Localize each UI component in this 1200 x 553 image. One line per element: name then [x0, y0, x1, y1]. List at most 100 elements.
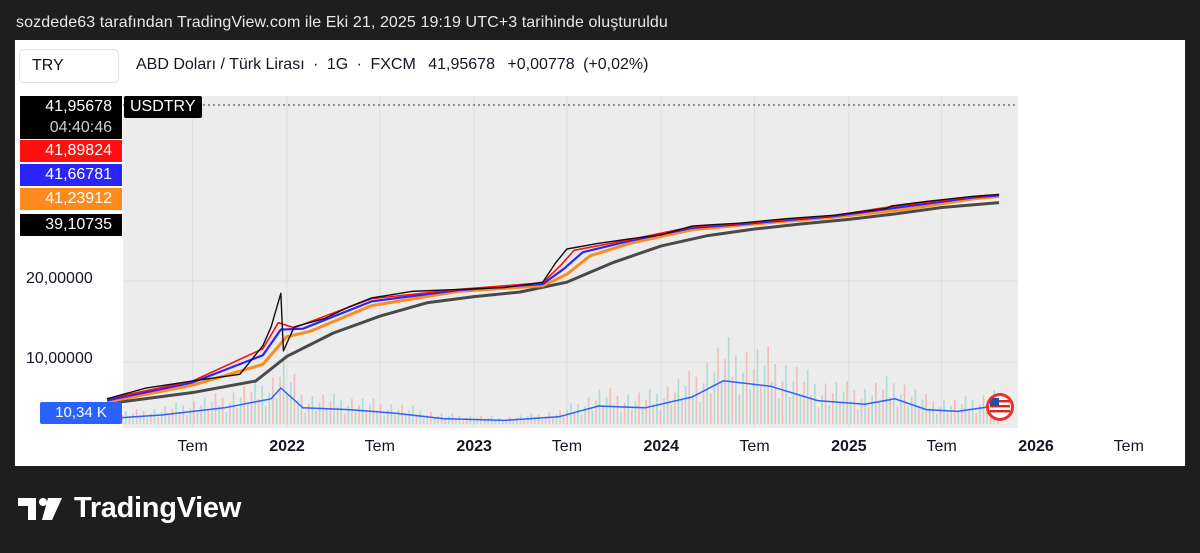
legend-change-pct: (+0,02%) — [583, 56, 649, 73]
volume-bar — [763, 365, 766, 424]
volume-bar — [458, 415, 461, 424]
volume-bar — [286, 393, 289, 424]
time-tick-label: Tem — [1113, 438, 1144, 455]
volume-bar — [404, 414, 407, 424]
tradingview-logo[interactable]: TradingView — [18, 492, 241, 525]
volume-bar — [975, 413, 978, 424]
volume-bar — [681, 399, 683, 424]
volume-bar — [882, 389, 884, 424]
volume-bar — [785, 365, 787, 424]
volume-bar — [247, 403, 249, 424]
volume-bar — [516, 417, 518, 424]
volume-bar — [666, 386, 669, 424]
time-axis[interactable] — [123, 428, 1185, 466]
volume-bar — [526, 416, 529, 424]
symbol-tag: USDTRY — [124, 96, 202, 118]
volume-bar — [473, 420, 475, 424]
volume-bar — [300, 394, 303, 424]
volume-bar — [211, 401, 213, 424]
volume-bar — [455, 418, 457, 424]
volume-bar — [641, 407, 644, 424]
volume-bar — [444, 418, 446, 424]
volume-bar — [354, 412, 357, 424]
volume-bar — [792, 381, 795, 424]
volume-bar — [767, 346, 769, 424]
ma-blue-label: 41,66781 — [20, 164, 122, 186]
volume-bar — [422, 418, 425, 424]
symbol-search-input[interactable]: TRY — [20, 50, 118, 82]
volume-line-series — [107, 380, 1000, 422]
last-price-label: 41,95678 — [20, 96, 122, 118]
volume-bar — [968, 408, 970, 424]
volume-line — [107, 380, 1000, 422]
volume-bar — [961, 404, 963, 424]
header-caption: sozdede63 tarafından TradingView.com ile… — [16, 14, 668, 31]
volume-bar — [171, 408, 174, 424]
volume-bar — [142, 411, 145, 424]
time-tick-label: Tem — [364, 438, 395, 455]
volume-bar — [814, 383, 816, 424]
volume-bar — [907, 406, 909, 424]
legend-change: +0,00778 — [507, 56, 575, 73]
volume-bar — [842, 391, 845, 424]
legend-separator: · — [313, 56, 319, 73]
volume-bar — [487, 417, 490, 424]
volume-bar — [207, 409, 210, 424]
ma-red-label: 41,89824 — [20, 140, 122, 162]
volume-bar — [290, 382, 292, 424]
volume-bar — [605, 397, 608, 424]
us-flag-icon[interactable] — [986, 393, 1014, 421]
volume-bar — [394, 414, 396, 424]
volume-bar — [831, 393, 834, 424]
volume-bar — [311, 395, 314, 424]
volume-bar — [602, 406, 604, 424]
time-tick-label: 2025 — [831, 438, 867, 455]
volume-bar — [634, 401, 637, 424]
volume-bar — [749, 389, 752, 424]
volume-bar — [369, 404, 371, 424]
series-line-1 — [106, 193, 1000, 400]
volume-bar — [329, 401, 332, 424]
brand-name: TradingView — [74, 492, 241, 524]
volume-bar — [250, 391, 253, 424]
tradingview-logo-icon — [18, 497, 62, 520]
volume-bar — [778, 398, 780, 424]
legend-interval[interactable]: 1G — [326, 56, 349, 73]
volume-bar — [476, 417, 479, 424]
volume-bar — [437, 415, 439, 424]
volume-bar — [878, 402, 881, 424]
volume-bar — [537, 414, 540, 424]
volume-bar — [986, 409, 988, 424]
volume-bar — [921, 399, 924, 424]
volume-bar — [824, 383, 827, 424]
y-tick-label: 20,00000 — [26, 270, 93, 287]
volume-bar — [189, 408, 192, 424]
volume-bar — [408, 409, 411, 424]
volume-bar — [157, 416, 159, 424]
volume-bar — [358, 405, 360, 424]
volume-bar — [892, 383, 895, 424]
volume-bar — [325, 408, 328, 424]
volume-bar — [193, 401, 195, 424]
series-lines — [106, 193, 1000, 406]
volume-bar — [544, 416, 547, 424]
volume-bar — [889, 396, 891, 424]
volume-bar — [595, 400, 597, 424]
volume-bar — [218, 406, 220, 424]
volume-bar — [308, 404, 310, 424]
volume-bar — [168, 414, 170, 424]
volume-bar — [534, 417, 536, 424]
volume-bar — [810, 395, 813, 424]
volume-bar — [239, 397, 242, 424]
time-tick-label: Tem — [551, 438, 583, 455]
volume-bar — [835, 382, 838, 424]
volume-bar — [720, 382, 723, 424]
volume-bar — [386, 409, 389, 424]
volume-bar — [584, 406, 586, 424]
volume-bar — [663, 398, 665, 424]
volume-bar — [548, 412, 551, 424]
volume-bar — [139, 415, 141, 424]
volume-bar — [200, 405, 202, 424]
volume-bar — [379, 404, 382, 424]
